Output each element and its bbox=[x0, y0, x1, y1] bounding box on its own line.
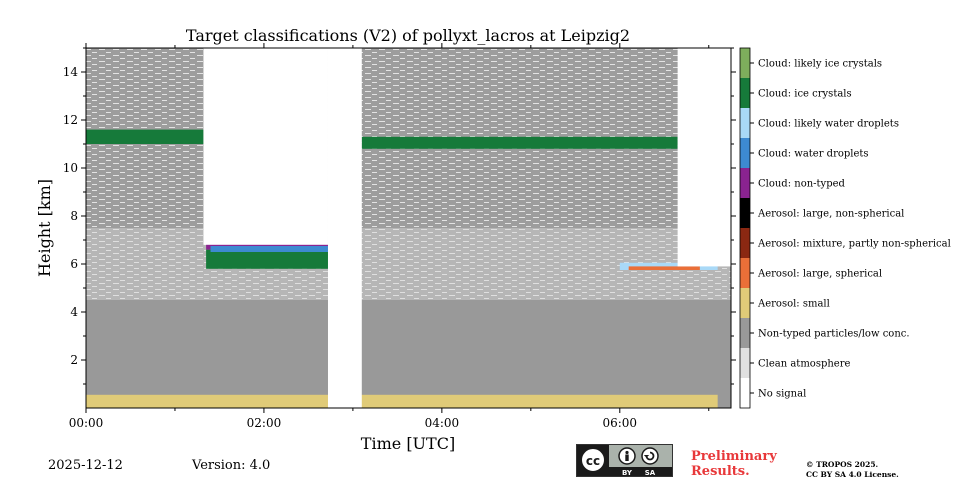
layer-0 bbox=[86, 394, 718, 408]
layer-5 bbox=[210, 246, 328, 252]
copyright-note: © TROPOS 2025. CC BY SA 4.0 License. bbox=[806, 460, 956, 480]
copyright-line-2: CC BY SA 4.0 License. bbox=[806, 470, 899, 479]
y-tick-label: 12 bbox=[63, 113, 78, 127]
colorbar-swatch bbox=[740, 138, 750, 168]
preliminary-line-1: Preliminary bbox=[691, 449, 777, 464]
y-tick-label: 10 bbox=[63, 161, 78, 175]
preliminary-results-note: Preliminary Results. bbox=[691, 449, 801, 479]
colorbar-label: Cloud: ice crystals bbox=[758, 89, 852, 100]
copyright-line-1: © TROPOS 2025. bbox=[806, 460, 879, 469]
x-tick-label: 00:00 bbox=[69, 416, 104, 430]
y-tick-label: 6 bbox=[70, 257, 78, 271]
plot-frame bbox=[85, 47, 732, 409]
plot-marks bbox=[86, 48, 731, 408]
colorbar-label: Aerosol: large, spherical bbox=[757, 269, 882, 280]
x-tick-label: 02:00 bbox=[247, 416, 282, 430]
y-axis: 2 4 6 8 10 12 14 bbox=[63, 47, 736, 385]
colorbar-label: Cloud: water droplets bbox=[758, 149, 869, 160]
colorbar-label: Cloud: likely ice crystals bbox=[758, 59, 882, 70]
cc-license-badge: cc BY SA bbox=[576, 444, 673, 477]
data-gap-2 bbox=[677, 48, 731, 267]
colorbar-swatch bbox=[740, 228, 750, 258]
colorbar-swatch bbox=[740, 258, 750, 288]
colorbar-swatch bbox=[740, 78, 750, 108]
layer-7 bbox=[628, 266, 700, 270]
colorbar-swatch bbox=[740, 288, 750, 318]
colorbar-label: Cloud: likely water droplets bbox=[758, 119, 899, 130]
sa-label: SA bbox=[645, 469, 656, 476]
preliminary-line-2: Results. bbox=[691, 464, 750, 479]
colorbar-label: No signal bbox=[758, 389, 806, 400]
layer-1 bbox=[86, 129, 204, 144]
chart-title: Target classifications (V2) of pollyxt_l… bbox=[186, 26, 630, 45]
colorbar-swatch bbox=[740, 168, 750, 198]
y-axis-label: Height [km] bbox=[35, 179, 54, 277]
plot-background bbox=[86, 48, 731, 408]
by-label: BY bbox=[622, 469, 633, 476]
colorbar-swatch bbox=[740, 378, 750, 408]
cc-icon: cc bbox=[586, 454, 600, 468]
colorbar-label: Aerosol: large, non-spherical bbox=[757, 209, 904, 220]
class-colorbar: No signal Clean atmosphere Non-typed parti… bbox=[739, 47, 951, 409]
y-tick-label: 4 bbox=[70, 305, 78, 319]
layer-2 bbox=[361, 136, 678, 149]
x-tick-label: 06:00 bbox=[602, 416, 637, 430]
share-alike-icon bbox=[641, 447, 659, 465]
colorbar-swatch bbox=[740, 108, 750, 138]
colorbar-swatch bbox=[740, 348, 750, 378]
date-label: 2025-12-12 bbox=[48, 458, 123, 473]
x-axis: 00:00 02:00 04:00 06:00 bbox=[69, 43, 710, 430]
y-tick-label: 2 bbox=[70, 353, 78, 367]
colorbar-label: Aerosol: small bbox=[757, 299, 830, 310]
data-gap-1 bbox=[327, 48, 362, 408]
colorbar-swatch bbox=[740, 318, 750, 348]
colorbar-swatch bbox=[740, 198, 750, 228]
x-tick-label: 04:00 bbox=[425, 416, 460, 430]
version-label: Version: 4.0 bbox=[192, 458, 271, 473]
colorbar-swatch bbox=[740, 48, 750, 78]
data-gap-0 bbox=[203, 48, 328, 245]
colorbar-label: Non-typed particles/low conc. bbox=[758, 329, 910, 340]
y-tick-label: 14 bbox=[63, 65, 79, 79]
non-typed-particles-region bbox=[86, 300, 731, 408]
colorbar-frame bbox=[739, 47, 751, 409]
colorbar-label: Cloud: non-typed bbox=[758, 179, 846, 190]
x-axis-label: Time [UTC] bbox=[361, 434, 455, 453]
layer-3 bbox=[206, 249, 328, 269]
colorbar-label: Clean atmosphere bbox=[758, 359, 851, 370]
y-tick-label: 8 bbox=[70, 209, 78, 223]
colorbar-label: Aerosol: mixture, partly non-spherical bbox=[757, 239, 951, 250]
